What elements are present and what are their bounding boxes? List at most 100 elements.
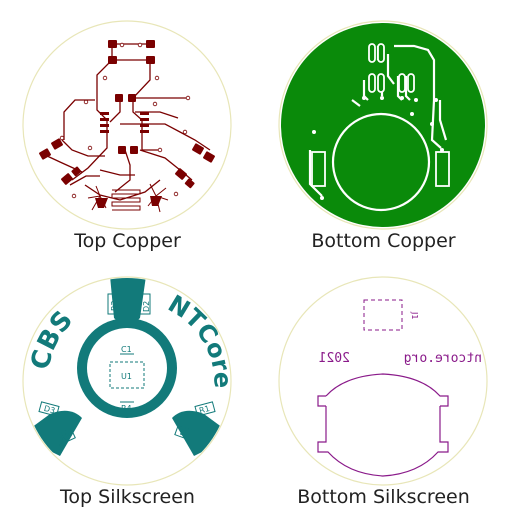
- caption-top-silkscreen: Top Silkscreen: [60, 486, 195, 508]
- vias: [312, 96, 444, 200]
- teal-shape: [24, 278, 230, 456]
- via: [362, 96, 366, 100]
- pad: [146, 40, 155, 48]
- connector-outline-j1: [363, 299, 403, 331]
- panel-bottom-silkscreen: J1 2021 ntcore.org Bottom Silkscreen: [256, 256, 511, 512]
- via: [137, 42, 143, 48]
- pad: [71, 166, 82, 177]
- pad: [407, 73, 415, 93]
- bottom-silkscreen-render: J1 2021 ntcore.org: [278, 276, 488, 486]
- silk-text-url: ntcore.org: [404, 351, 482, 366]
- pad: [146, 56, 155, 64]
- pad: [398, 73, 406, 93]
- ref-r2: R2: [110, 300, 119, 311]
- panel-top-silkscreen: CBS NTCore R2 D2 C1 U1 R4 D3 R3 R1 D1 To…: [0, 256, 255, 512]
- meander-trace: [87, 183, 169, 213]
- copper-pads: [39, 40, 215, 208]
- ref-outline-u1: [109, 361, 145, 389]
- vias: [59, 42, 191, 199]
- pad: [203, 151, 215, 163]
- pad: [368, 43, 376, 63]
- via: [87, 145, 93, 151]
- via: [102, 75, 108, 81]
- via: [173, 191, 179, 197]
- via: [414, 98, 418, 102]
- battery-holder-outline: [317, 373, 449, 477]
- ref-u1: U1: [121, 372, 132, 381]
- via: [400, 96, 404, 100]
- pad: [128, 94, 136, 102]
- ic-pin: [100, 112, 109, 115]
- ref-outline-d2: [139, 293, 151, 315]
- ic-pin: [100, 130, 109, 133]
- via: [71, 193, 77, 199]
- mirrored-bottom-text: 2021 ntcore.org: [319, 351, 482, 366]
- battery-pad-left: [311, 151, 326, 187]
- ref-outline-d3: [38, 401, 60, 417]
- ref-outline-r1: [194, 401, 216, 417]
- silk-text-2021: 2021: [319, 351, 350, 366]
- via: [83, 99, 89, 105]
- panel-bottom-copper: Bottom Copper: [256, 0, 511, 256]
- via: [152, 101, 158, 107]
- via: [185, 95, 191, 101]
- silk-refs: R2 D2 C1 U1 R4 D3 R3 R1 D1: [43, 300, 211, 443]
- ref-d3: D3: [43, 404, 56, 416]
- pad: [115, 94, 123, 102]
- pad: [175, 168, 187, 180]
- pad: [184, 178, 195, 189]
- via: [410, 112, 414, 116]
- pad: [192, 143, 204, 155]
- via: [59, 135, 65, 141]
- via: [157, 147, 163, 153]
- j1-outline: [363, 299, 403, 331]
- bottom-copper-render: [278, 20, 488, 230]
- ic-pin: [140, 130, 149, 133]
- caption-top-copper: Top Copper: [74, 230, 181, 252]
- top-copper-render: [22, 20, 232, 230]
- ref-outline-r3: [54, 428, 76, 446]
- pad: [51, 138, 63, 150]
- caption-bottom-silkscreen: Bottom Silkscreen: [297, 486, 470, 508]
- ref-c1: C1: [121, 345, 132, 354]
- ref-d2: D2: [142, 301, 151, 312]
- via: [380, 96, 384, 100]
- top-silkscreen-render: CBS NTCore R2 D2 C1 U1 R4 D3 R3 R1 D1: [22, 276, 237, 486]
- caption-bottom-copper: Bottom Copper: [311, 230, 456, 252]
- pad: [39, 148, 51, 160]
- battery-pad-right: [435, 151, 450, 187]
- via: [154, 75, 160, 81]
- pad: [108, 56, 117, 64]
- ref-d1: D1: [179, 428, 193, 440]
- ic-pin: [140, 124, 149, 127]
- via: [430, 122, 434, 126]
- via: [312, 130, 316, 134]
- ic-pin: [140, 118, 149, 121]
- ref-r1: R1: [198, 404, 211, 415]
- board-outline: [278, 276, 488, 486]
- pad: [95, 198, 108, 208]
- battery-holder-clearance: [331, 112, 431, 212]
- ic-pin: [100, 124, 109, 127]
- ref-j1: J1: [410, 311, 419, 319]
- ref-r4: R4: [121, 404, 132, 413]
- bottom-pads: [311, 43, 450, 187]
- silk-component-outlines: [38, 293, 216, 446]
- ic-pin: [100, 118, 109, 121]
- via: [320, 196, 324, 200]
- pad: [377, 73, 385, 93]
- pad: [61, 173, 73, 185]
- via: [119, 42, 125, 48]
- via: [182, 129, 188, 135]
- panel-top-copper: Top Copper: [0, 0, 255, 256]
- ref-outline-d1: [174, 424, 196, 442]
- ref-r3: R3: [59, 431, 72, 444]
- pad: [118, 146, 126, 154]
- ref-outline-r2: [107, 293, 119, 315]
- pad: [108, 40, 117, 48]
- pad: [377, 43, 385, 63]
- via: [434, 98, 438, 102]
- via: [440, 148, 444, 152]
- pad: [130, 146, 138, 154]
- ic-pin: [140, 112, 149, 115]
